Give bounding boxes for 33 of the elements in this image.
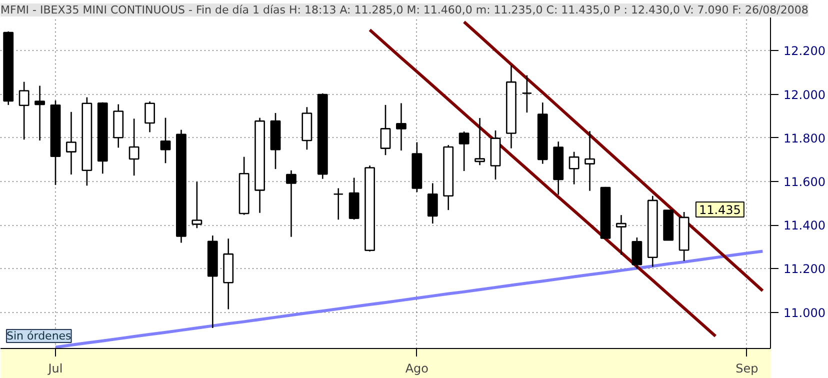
y-tick-label: 11.200 [784,262,826,276]
candlestick [380,104,391,156]
candlestick [474,117,485,166]
x-tick-label: Sep [736,362,758,376]
candlestick [632,236,642,270]
candlestick [18,81,30,140]
candlestick [66,111,76,176]
candlestick [333,188,344,220]
y-tick-label: 11.600 [784,174,826,189]
candlestick [427,182,438,224]
candlestick [144,100,155,133]
candlestick [522,74,532,114]
annotation: 11.435 [698,202,741,217]
candlestick [458,130,470,172]
x-tick-label: Jul [47,362,63,376]
line-series [462,20,764,292]
y-tick-label: 12.200 [784,44,826,58]
y-tick-label: 11.400 [784,218,826,233]
y-tick-label: 12.000 [784,88,826,102]
candlestick [584,130,595,192]
candlestick [34,85,45,142]
candlestick [160,117,171,164]
y-tick-label: 11.000 [784,306,826,320]
x-tick-label: Ago [405,362,429,376]
chart-title: MFMI - IBEX35 MINI CONTINUOUS - Fin de día 1 días H: 18:13 A: 11.285,0 M: 11.460,0 m: 11.235,0 C: 11.435,0 P : 12.430,0 V: 7.090 F: 26/08/2008 [0,4,808,16]
candlestick [568,151,580,185]
candlestick [396,102,406,152]
y-tick-label: 11.800 [784,131,826,146]
annotation: Sin órdenes [6,330,72,342]
candlestick [128,118,140,176]
candlestick [286,170,296,238]
candlestick [616,214,626,256]
candlestick [192,181,202,229]
